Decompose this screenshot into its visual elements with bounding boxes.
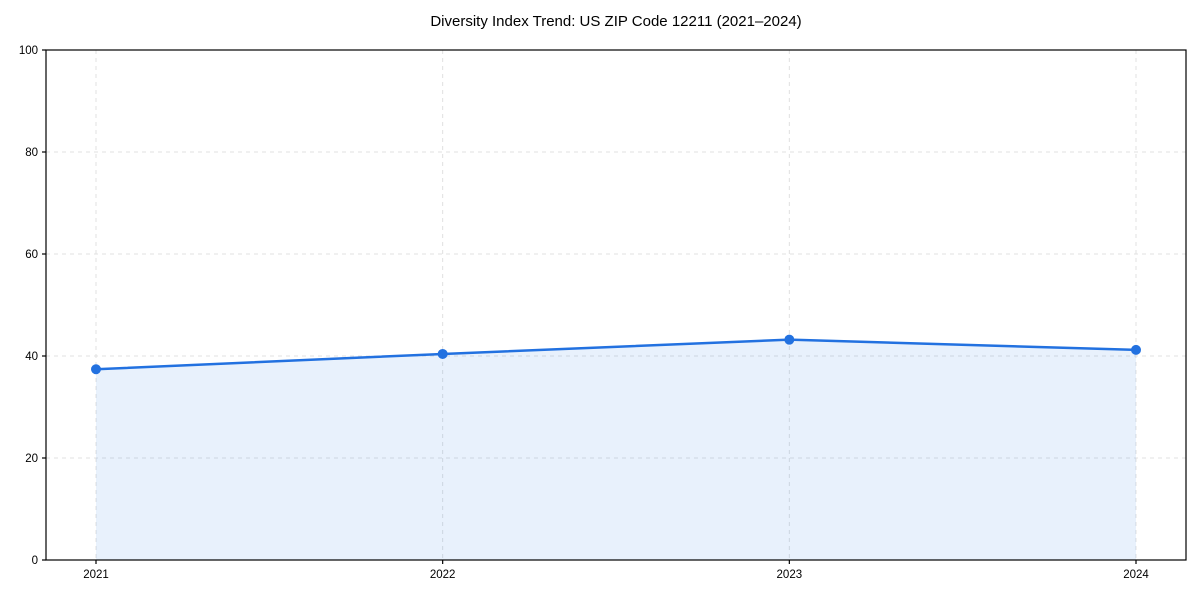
data-point-marker[interactable] xyxy=(1131,344,1141,355)
y-tick-label: 60 xyxy=(25,249,38,261)
y-tick-label: 20 xyxy=(25,453,38,465)
series-area-fill xyxy=(96,339,1136,560)
x-tick-label: 2024 xyxy=(1123,569,1149,581)
series-line xyxy=(94,338,1138,371)
data-point-marker[interactable] xyxy=(784,334,795,345)
plot-border xyxy=(45,49,1187,561)
x-tick-label: 2023 xyxy=(777,569,803,581)
x-tick-label: 2021 xyxy=(83,569,109,581)
y-tick-label: 100 xyxy=(19,45,38,57)
chart-title: Diversity Index Trend: US ZIP Code 12211… xyxy=(430,13,802,30)
y-tick-label: 40 xyxy=(25,351,38,363)
x-tick-label: 2022 xyxy=(430,569,456,581)
y-tick-label: 80 xyxy=(25,147,38,159)
y-tick-label: 0 xyxy=(32,555,38,567)
data-point-marker[interactable] xyxy=(91,364,101,375)
data-point-marker[interactable] xyxy=(437,348,448,359)
